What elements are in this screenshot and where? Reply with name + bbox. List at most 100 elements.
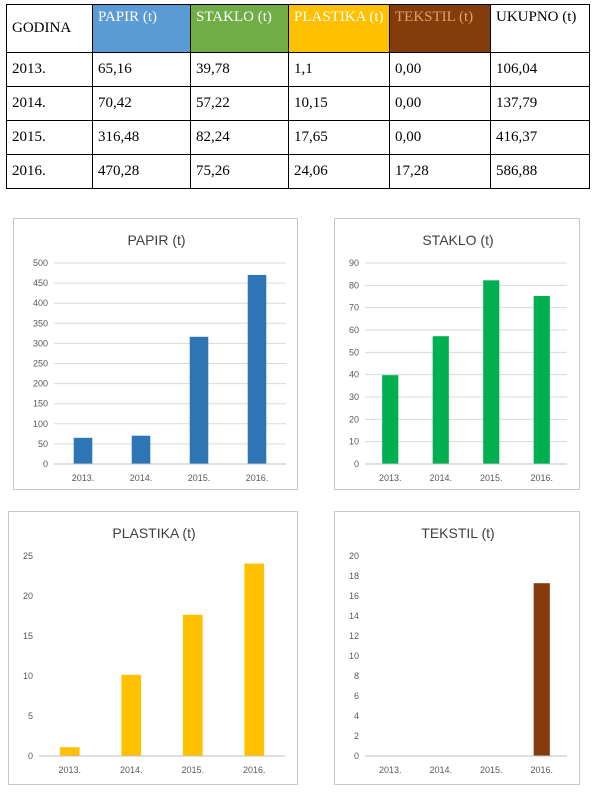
table-cell: 24,06 [288,154,390,189]
x-tick-label: 2013. [58,765,81,775]
table-cell: 10,15 [288,86,390,121]
table-cell: 586,88 [490,154,590,189]
chart-staklo-svg: STAKLO (t) 0 10 20 30 40 50 60 70 80 90 2013. 2014. 2… [349,232,567,483]
y-tick-label: 400 [33,298,48,308]
x-tick-label: 2013. [379,765,402,775]
y-tick-label: 0 [354,751,359,761]
table-row: 2014. 70,42 57,22 10,15 0,00 137,79 [6,86,590,121]
bar-2013 [73,437,93,464]
header-godina: GODINA [6,4,93,53]
bar-2013 [382,375,399,464]
y-tick-label: 60 [349,325,359,335]
header-staklo: STAKLO (t) [190,4,289,53]
chart-papir-svg: PAPIR (t) 0 50 100 150 200 250 300 350 400 450 500 2… [33,232,286,483]
table-cell: 75,26 [190,154,289,189]
y-tick-label: 20 [349,551,359,561]
y-tick-label: 70 [349,303,359,313]
bar-2016 [533,583,550,756]
y-tick-label: 4 [354,711,359,721]
x-tick-label: 2014. [429,765,452,775]
y-tick-label: 90 [349,258,359,268]
y-tick-label: 150 [33,399,48,409]
table-header-row: GODINA PAPIR (t) STAKLO (t) PLASTIKA (t)… [6,4,590,53]
chart-plastika: PLASTIKA (t) 0 5 10 15 20 25 2013. 2014. 2015. 201… [8,511,298,785]
table-cell: 17,65 [288,120,390,155]
bar-2014 [131,435,151,464]
chart-title: TEKSTIL (t) [421,525,494,541]
table-row: 2016. 470,28 75,26 24,06 17,28 586,88 [6,154,590,189]
table-cell: 106,04 [490,52,590,87]
table-cell: 2015. [6,120,93,155]
y-tick-label: 100 [33,419,48,429]
bar-2016 [244,563,265,756]
chart-title: PLASTIKA (t) [112,525,195,541]
y-tick-label: 0 [28,751,33,761]
chart-papir: PAPIR (t) 0 50 100 150 200 250 300 350 400 450 500 2… [13,218,298,490]
table-cell: 316,48 [92,120,191,155]
y-tick-label: 6 [354,691,359,701]
table-cell: 1,1 [288,52,390,87]
table-cell: 65,16 [92,52,191,87]
table-cell: 70,42 [92,86,191,121]
chart-tekstil-svg: TEKSTIL (t) 0 2 4 6 8 10 12 14 16 18 20 2013. 2014. 20… [349,525,567,775]
data-table: GODINA PAPIR (t) STAKLO (t) PLASTIKA (t)… [6,4,590,189]
chart-tekstil: TEKSTIL (t) 0 2 4 6 8 10 12 14 16 18 20 2013. 2014. 20… [334,511,580,785]
table-row: 2013. 65,16 39,78 1,1 0,00 106,04 [6,52,590,87]
bar-2014 [432,336,449,464]
y-tick-label: 10 [23,671,33,681]
table-cell: 470,28 [92,154,191,189]
x-tick-label: 2014. [120,765,143,775]
y-tick-label: 20 [23,591,33,601]
y-tick-label: 50 [349,347,359,357]
table-cell: 0,00 [389,120,491,155]
bar-2016 [247,274,267,464]
header-plastika: PLASTIKA (t) [288,4,390,53]
header-tekstil: TEKSTIL (t) [389,4,491,53]
x-tick-label: 2015. [480,765,503,775]
table-cell: 0,00 [389,86,491,121]
header-papir: PAPIR (t) [92,4,191,53]
bar-2014 [121,674,142,756]
y-tick-label: 200 [33,379,48,389]
x-tick-label: 2016. [243,765,266,775]
x-tick-label: 2016. [530,765,553,775]
y-tick-label: 25 [23,551,33,561]
y-tick-label: 80 [349,280,359,290]
y-tick-label: 350 [33,318,48,328]
table-cell: 57,22 [190,86,289,121]
x-tick-label: 2014. [429,473,452,483]
y-tick-label: 250 [33,359,48,369]
table-row: 2015. 316,48 82,24 17,65 0,00 416,37 [6,120,590,155]
y-tick-label: 450 [33,278,48,288]
bar-2016 [533,295,550,464]
y-tick-label: 30 [349,392,359,402]
x-tick-label: 2015. [181,765,204,775]
table-cell: 2013. [6,52,93,87]
y-tick-label: 14 [349,611,359,621]
x-tick-label: 2013. [379,473,402,483]
y-tick-label: 10 [349,651,359,661]
x-tick-label: 2016. [246,473,269,483]
table-cell: 137,79 [490,86,590,121]
y-tick-label: 40 [349,370,359,380]
table-cell: 17,28 [389,154,491,189]
y-tick-label: 8 [354,671,359,681]
bar-2015 [182,614,203,756]
y-tick-label: 5 [28,711,33,721]
chart-plastika-svg: PLASTIKA (t) 0 5 10 15 20 25 2013. 2014. 2015. 201… [23,525,285,775]
x-tick-label: 2016. [530,473,553,483]
table-cell: 2016. [6,154,93,189]
y-tick-label: 10 [349,437,359,447]
header-ukupno: UKUPNO (t) [490,4,590,53]
y-tick-label: 300 [33,338,48,348]
x-tick-label: 2013. [72,473,95,483]
y-tick-label: 12 [349,631,359,641]
table-cell: 0,00 [389,52,491,87]
y-tick-label: 0 [43,459,48,469]
bar-2013 [59,747,80,756]
chart-staklo: STAKLO (t) 0 10 20 30 40 50 60 70 80 90 2013. 2014. 2… [334,218,580,490]
chart-title: PAPIR (t) [127,232,185,248]
table-cell: 2014. [6,86,93,121]
x-tick-label: 2014. [130,473,153,483]
bar-2015 [189,336,209,464]
